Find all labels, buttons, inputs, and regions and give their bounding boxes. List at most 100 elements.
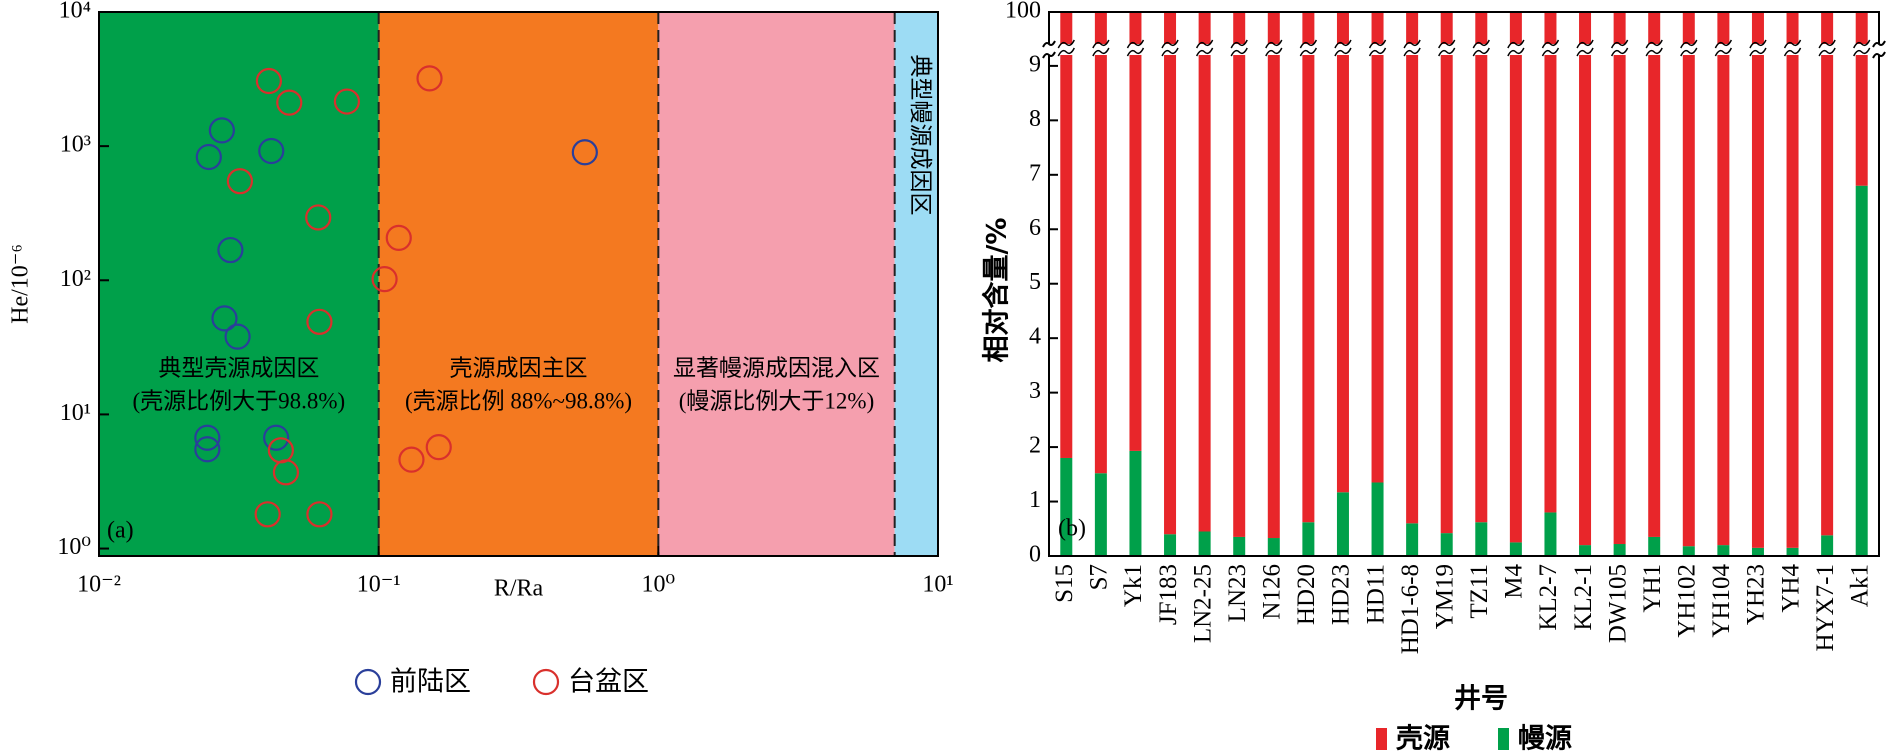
region: [378, 12, 659, 556]
bar-segment: [1164, 55, 1177, 535]
x-tick-label: S15: [1051, 564, 1078, 603]
bar-segment: [1682, 55, 1695, 547]
bar-segment: [1094, 473, 1107, 556]
data-point: [425, 434, 452, 461]
bar-segment: [1648, 12, 1661, 44]
bar-break: [1195, 39, 1214, 57]
bar-segment: [1336, 492, 1349, 556]
region-label: (壳源比例 88%~98.8%): [405, 388, 632, 413]
bar-segment: [1233, 12, 1246, 44]
data-point: [226, 168, 253, 195]
x-tick-label: LN23: [1224, 564, 1251, 622]
data-point: [333, 88, 361, 115]
bar-segment: [1475, 55, 1488, 523]
bar-segment: [1267, 55, 1280, 539]
plot-frame: [1048, 11, 1880, 557]
x-tick-label: JF183: [1155, 564, 1182, 625]
region-label: 壳源成因主区: [450, 355, 588, 380]
x-tick-label: 10¹: [922, 572, 953, 598]
bar-segment: [1821, 55, 1834, 536]
data-point: [416, 65, 443, 92]
bar-segment: [1855, 12, 1868, 44]
bar-segment: [1786, 12, 1799, 44]
bar-segment: [1509, 542, 1522, 556]
bar-break: [1576, 39, 1594, 57]
legend-label: 台盆区: [568, 667, 649, 698]
y-tick-label: 10¹: [60, 400, 91, 426]
x-tick-label: 10⁻²: [77, 572, 121, 598]
bar-segment: [1613, 544, 1626, 556]
bar-segment: [1164, 534, 1177, 556]
bar-break: [1403, 39, 1421, 57]
bar-segment: [1440, 533, 1453, 556]
y-tick-label: 8: [1029, 106, 1041, 132]
data-point: [306, 501, 333, 528]
bar-break: [1507, 39, 1525, 57]
y-tick-label: 10⁰: [57, 534, 91, 560]
data-point: [208, 117, 235, 144]
data-point: [306, 308, 333, 335]
bar-segment: [1233, 536, 1246, 556]
bar-break: [1680, 39, 1698, 57]
bar-segment: [1786, 547, 1799, 556]
bar-segment: [1509, 55, 1522, 543]
bar-segment: [1440, 12, 1453, 44]
bar-segment: [1751, 547, 1764, 556]
bar-break: [1265, 39, 1283, 57]
bar-segment: [1198, 531, 1211, 556]
bar-segment: [1302, 55, 1315, 523]
region: [658, 12, 895, 556]
bar-segment: [1267, 12, 1280, 44]
data-point: [263, 424, 290, 451]
bar-break: [1749, 39, 1767, 57]
bar-segment: [1821, 535, 1834, 556]
bar-segment: [1544, 55, 1557, 513]
bar-segment: [1682, 546, 1695, 556]
bar-segment: [1336, 12, 1349, 44]
x-tick-label: HD20: [1293, 564, 1320, 625]
bar-break: [1092, 39, 1110, 57]
x-tick-label: S7: [1086, 564, 1113, 590]
y-tick-label: 4: [1029, 324, 1041, 350]
data-point: [211, 305, 238, 332]
bar-segment: [1164, 12, 1177, 44]
bar-segment: [1233, 55, 1246, 537]
bar-break: [1438, 39, 1456, 57]
data-point: [305, 204, 332, 231]
bar-segment: [1060, 457, 1073, 556]
x-tick-label: LN2-25: [1189, 564, 1216, 643]
bar-segment: [1786, 55, 1799, 548]
bar-segment: [1060, 55, 1073, 458]
x-tick-label: Yk1: [1120, 564, 1147, 607]
bar-segment: [1302, 12, 1315, 44]
panel-label: (b): [1058, 516, 1086, 542]
y-tick-label: 6: [1029, 215, 1041, 241]
bar-segment: [1406, 12, 1419, 44]
bar-segment: [1648, 55, 1661, 537]
x-tick-label: M4: [1501, 564, 1528, 599]
region-label: 典型幔源成因区: [908, 54, 933, 215]
legend-marker: [354, 668, 382, 696]
region-label: 显著幔源成因混入区: [673, 355, 880, 380]
data-point: [194, 424, 221, 451]
data-point: [217, 236, 244, 264]
y-tick-label: 9: [1029, 51, 1041, 77]
legend-label: 前陆区: [390, 667, 471, 698]
x-tick-label: DW105: [1604, 564, 1631, 643]
bar-segment: [1579, 12, 1592, 44]
bar-segment: [1751, 55, 1764, 548]
bar-segment: [1129, 12, 1142, 44]
bar-segment: [1648, 536, 1661, 556]
data-point: [258, 137, 285, 165]
y-tick-label: 1: [1029, 487, 1041, 513]
bar-segment: [1198, 55, 1211, 532]
bar-segment: [1717, 545, 1730, 556]
bar-segment: [1371, 482, 1384, 556]
bar-break: [1818, 39, 1836, 57]
y-axis-label: 相对含量/%: [981, 218, 1013, 363]
bar-segment: [1613, 55, 1626, 545]
bar-segment: [1821, 12, 1834, 44]
x-tick-label: N126: [1259, 564, 1286, 620]
bar-segment: [1129, 450, 1142, 556]
bar-segment: [1855, 185, 1868, 556]
